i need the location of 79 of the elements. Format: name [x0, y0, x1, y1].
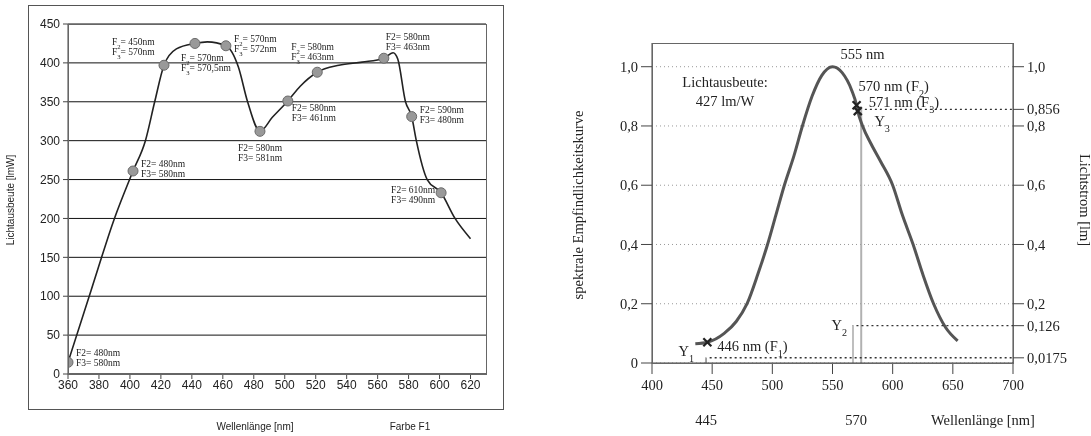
y2-tick-label: 0,4	[1027, 236, 1046, 253]
x-tick-label: 380	[88, 378, 110, 392]
x-tick-label: 360	[57, 378, 79, 392]
x-tick-label: 500	[274, 378, 296, 392]
y-axis-title: Lichtausbeute [lmW]	[5, 154, 16, 246]
y2-tick-label: 1,0	[1027, 58, 1046, 75]
y2-tick-label: 0,2	[1027, 295, 1046, 312]
x-axis-title: Wellenlänge [nm]	[216, 421, 294, 432]
annotation: Lichtausbeute: 427 lm/W	[682, 74, 768, 109]
annotation: Y$_{1}$	[678, 342, 695, 364]
y-tick-label: 0,8	[619, 118, 638, 135]
annotation: F$_{2}$= 450nm F$_{3}$= 570nm	[111, 37, 156, 60]
annotation: F$_{2}$= 580nm F$_{3}$= 463nm	[291, 42, 335, 65]
y-tick-label: 0	[630, 355, 638, 372]
y-tick-label: 250	[39, 172, 61, 187]
x-tick-label: 580	[398, 378, 419, 392]
text: 570	[845, 412, 867, 428]
y-axis-title: spektrale Empfindlichkeitskurve	[570, 110, 586, 300]
point	[127, 165, 139, 177]
annotation: Y$_{2}$	[831, 316, 847, 338]
x-tick-label: 540	[336, 378, 357, 392]
x-tick-label: 650	[941, 377, 964, 393]
annotation: F$_{2}$= 570nm F$_{3}$= 572nm	[233, 33, 278, 57]
annotation: F2= 590nm F3= 480nm	[419, 104, 465, 125]
x-tick-label: 440	[181, 378, 203, 392]
point	[378, 52, 390, 64]
y2-tick-label: 0,0175	[1027, 349, 1067, 366]
y-tick-label: 0,4	[619, 236, 639, 253]
point	[254, 125, 266, 137]
y2-tick-label: 0,856	[1027, 101, 1060, 118]
point	[435, 187, 447, 199]
text: Farbe F1	[389, 421, 431, 432]
annotation: 555 nm	[840, 45, 886, 62]
y2-tick-label: 0,8	[1027, 118, 1046, 135]
y-tick-label: 0,2	[619, 295, 638, 312]
annotation: F2= 480nm F3= 580nm	[76, 348, 121, 369]
x-tick-label: 400	[641, 377, 663, 393]
point	[406, 111, 418, 123]
y2-tick-label: 0,6	[1027, 177, 1046, 194]
point	[189, 37, 201, 49]
x-tick-label: 500	[761, 377, 784, 393]
point	[282, 95, 294, 107]
annotation: F2= 580nm F3= 461nm	[291, 103, 337, 123]
y-tick-label: 400	[39, 56, 61, 71]
x-tick-label: 600	[881, 377, 904, 393]
y-tick-label: 100	[39, 289, 61, 304]
y-tick-label: 50	[46, 328, 61, 343]
annotation: F2= 480nm F3= 580nm	[141, 159, 186, 179]
x-tick-label: 520	[305, 378, 327, 392]
x-tick-label: 550	[821, 377, 844, 393]
y2-axis-title: Lichtstrom [lm]	[1077, 153, 1091, 247]
x-tick-label: 480	[243, 378, 265, 392]
annotation: F$_{2}$= 570nm F$_{3}$= 570,5nm	[180, 53, 232, 76]
y-tick-label: 350	[39, 94, 61, 109]
y-tick-label: 0,6	[619, 177, 638, 194]
x-tick-label: 600	[429, 378, 450, 392]
y2-tick-label: 0,126	[1027, 317, 1060, 334]
y-tick-label: 200	[39, 211, 61, 226]
point	[158, 59, 170, 71]
point	[220, 40, 232, 52]
x-tick-label: 700	[1002, 377, 1024, 393]
x-axis-title: Wellenlänge [nm]	[931, 412, 1035, 428]
x-tick-label: 620	[460, 378, 481, 392]
y-tick-label: 300	[39, 133, 61, 148]
text: 445	[695, 412, 717, 428]
annotation: F2= 580nm F3= 463nm	[385, 32, 431, 53]
x-tick-label: 400	[119, 378, 141, 392]
annotation: F2= 580nm F3= 581nm	[237, 143, 283, 164]
x-tick-label: 420	[150, 378, 172, 392]
x-tick-label: 450	[701, 377, 724, 393]
annotation: F2= 610nm F3= 490nm	[391, 184, 436, 205]
annotation: Y$_{3}$	[874, 113, 890, 134]
y-tick-label: 150	[39, 250, 61, 265]
annotation: 446 nm (F$_{1}$)	[717, 338, 788, 359]
y-tick-label: 450	[39, 17, 61, 32]
x-tick-label: 560	[367, 378, 388, 392]
point	[311, 66, 323, 78]
x-tick-label: 460	[212, 378, 234, 392]
y-tick-label: 1,0	[619, 58, 638, 75]
